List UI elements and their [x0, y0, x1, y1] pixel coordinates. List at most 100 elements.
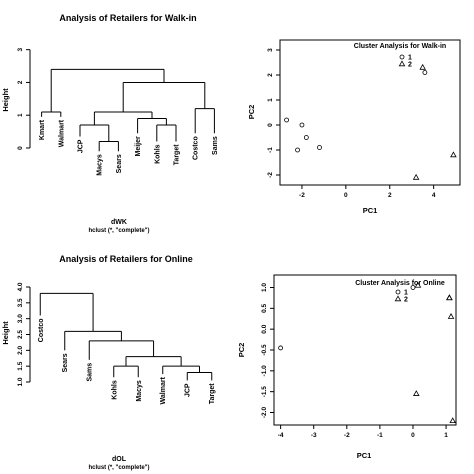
y-tick-label: 0.5: [261, 303, 268, 312]
leaf-label-walmart: Walmart: [58, 119, 65, 147]
legend-marker-1: [399, 54, 405, 60]
dendrogram-online-tree: [39, 292, 213, 381]
point-series-1: [422, 70, 428, 75]
point-series-2: [413, 390, 420, 396]
scatter-online-points: [278, 281, 456, 424]
x-tick-label: 0: [344, 192, 348, 199]
leaf-label-target: Target: [209, 383, 216, 405]
legend-label-1: 1: [404, 290, 408, 297]
dendrogram-walkin-title: Analysis of Retailers for Walk-in: [59, 13, 196, 23]
leaf-label-sears: Sears: [116, 154, 123, 173]
y-tick-label: 1.0: [17, 377, 24, 386]
leaf-label-costco: Costco: [38, 319, 45, 343]
legend-label-2: 2: [404, 297, 408, 304]
y-tick-label: 1: [267, 98, 274, 102]
point-series-2: [446, 294, 453, 301]
y-tick-label: -1.5: [261, 386, 268, 398]
y-tick-label: 1.0: [261, 283, 268, 292]
y-tick-label: 2.5: [17, 330, 24, 339]
x-tick-label: -2: [344, 432, 350, 439]
y-tick-label: -2: [267, 172, 274, 178]
point-series-1: [295, 147, 300, 153]
point-series-2: [419, 63, 426, 70]
leaf-label-jcp: JCP: [78, 139, 85, 153]
dendrogram-walkin-leaves: Kmart Walmart JCP Macys Sears Meijer Kohls Targ…: [39, 119, 219, 175]
y-tick-label: 0: [267, 123, 274, 127]
dendrogram-walkin: Analysis of Retailers for Walk-in Height…: [1, 13, 219, 234]
leaf-label-target: Target: [174, 144, 181, 166]
x-tick-label: 2: [388, 192, 392, 199]
point-series-1: [278, 345, 284, 351]
legend-label-2: 2: [408, 62, 412, 69]
dendrogram-online-sub: hclust (*, "complete"): [88, 465, 149, 471]
x-tick-label: -1: [377, 432, 383, 439]
dendrogram-online: Analysis of Retailers for Online Height …: [1, 254, 216, 471]
point-series-2: [414, 281, 422, 288]
scatter-walkin-ylabel: PC2: [247, 105, 256, 120]
scatter-online-ylabel: PC2: [237, 343, 246, 358]
legend-marker-2: [398, 60, 406, 67]
point-series-1: [317, 145, 322, 150]
scatter-online: PC1 PC2 Cluster Analysis for Online 12 -…: [237, 274, 457, 460]
scatter-walkin-legend: 12: [398, 54, 412, 69]
dendrogram-online-title: Analysis of Retailers for Online: [59, 254, 193, 264]
y-tick-label: 2: [267, 73, 274, 77]
point-series-1: [299, 122, 305, 128]
y-tick-label: 1.5: [17, 361, 24, 370]
scatter-online-axes: -4 -3 -2 -1 0 1 1.0 0.5 0.0 -0.5 -1.0 -1.5 -2.0: [261, 283, 448, 439]
dendrogram-walkin-yaxis: 0 1 2 3: [17, 47, 31, 150]
leaf-label-costco: Costco: [193, 136, 200, 160]
y-tick-label: 4.0: [17, 282, 24, 291]
y-tick-label: 0: [17, 146, 24, 150]
leaf-label-macys: Macys: [136, 380, 143, 402]
legend-marker-1: [395, 289, 401, 295]
x-tick-label: -3: [311, 432, 317, 439]
leaf-label-kmart: Kmart: [39, 119, 46, 140]
leaf-label-sams: Sams: [87, 363, 94, 382]
leaf-label-walmart: Walmart: [160, 376, 167, 404]
y-tick-label: 3: [17, 47, 24, 51]
y-tick-label: 3.0: [17, 314, 24, 323]
point-series-2: [412, 173, 420, 180]
scatter-online-frame: [273, 274, 457, 426]
y-tick-label: 3.5: [17, 298, 24, 307]
y-tick-label: 2: [17, 80, 24, 84]
leaf-label-meijer: Meijer: [135, 136, 142, 157]
point-series-2: [447, 313, 455, 319]
x-tick-label: 0: [411, 432, 415, 439]
leaf-label-jcp: JCP: [185, 383, 192, 397]
legend-label-1: 1: [408, 55, 412, 62]
scatter-walkin-frame: [279, 39, 461, 186]
leaf-label-kohls: Kohls: [154, 144, 161, 164]
scatter-walkin-xlabel: PC1: [363, 206, 378, 215]
x-tick-label: 4: [432, 192, 436, 199]
y-tick-label: 2.0: [17, 345, 24, 354]
dendrogram-walkin-xlabel: dWK: [111, 219, 127, 226]
scatter-walkin: PC1 PC2 Cluster Analysis for Walk-in 12 …: [247, 39, 461, 215]
x-tick-label: -4: [278, 432, 284, 439]
point-series-1: [303, 135, 309, 140]
dendrogram-online-xlabel: dOL: [112, 456, 127, 463]
dendrogram-online-leaves: Costco Sears Sams Kohls Macys Walmart JCP Targe…: [38, 319, 217, 405]
dendrogram-online-ylabel: Height: [1, 321, 10, 345]
dendrogram-walkin-ylabel: Height: [1, 88, 10, 112]
leaf-label-kohls: Kohls: [111, 380, 118, 400]
x-tick-label: -2: [299, 192, 305, 199]
point-series-2: [449, 417, 456, 424]
y-tick-label: 3: [267, 48, 274, 52]
y-tick-label: 1: [17, 113, 24, 117]
y-tick-label: 0.0: [261, 324, 268, 333]
legend-marker-2: [394, 295, 402, 302]
dendrogram-walkin-sub: hclust (*, "complete"): [88, 228, 149, 234]
y-tick-label: -1: [267, 147, 274, 153]
scatter-online-legend-title: Cluster Analysis for Online: [355, 280, 445, 287]
leaf-label-macys: Macys: [97, 154, 104, 176]
point-series-1: [284, 117, 289, 123]
dendrogram-online-yaxis: 1.0 1.5 2.0 2.5 3.0 3.5 4.0: [17, 282, 31, 387]
y-tick-label: -0.5: [261, 344, 268, 356]
scatter-online-xlabel: PC1: [357, 451, 372, 460]
leaf-label-sams: Sams: [212, 136, 219, 155]
y-tick-label: -1.0: [261, 365, 268, 377]
